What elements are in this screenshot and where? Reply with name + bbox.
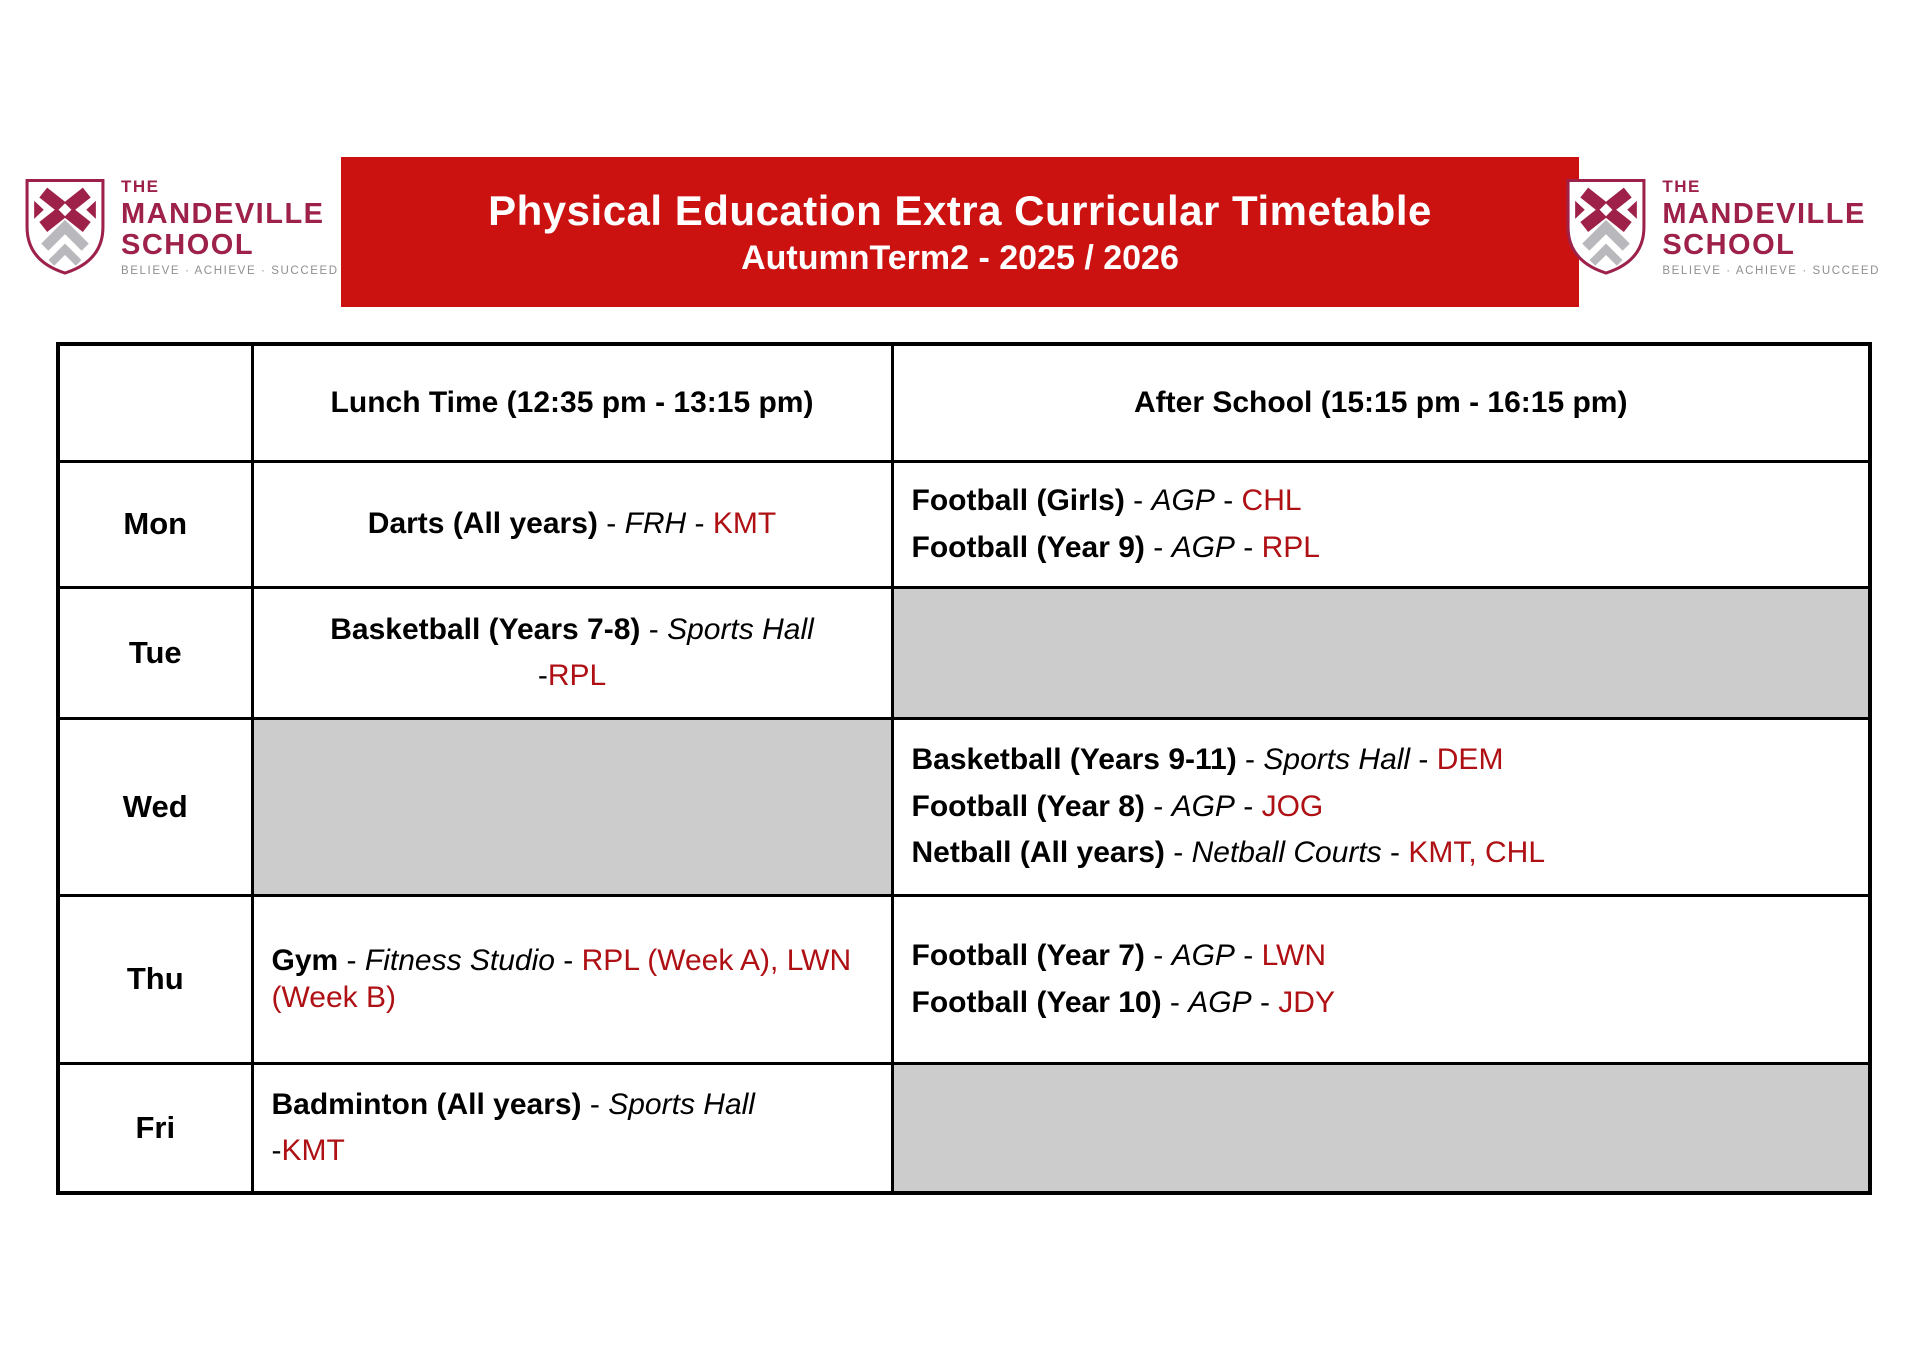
activity-entry: Netball (All years) - Netball Courts - K…	[911, 836, 1546, 870]
day-label: Tue	[56, 585, 254, 720]
title-banner: Physical Education Extra Curricular Time…	[341, 157, 1579, 307]
school-crest-icon	[1566, 178, 1646, 275]
logo-name-line1: MANDEVILLE	[1662, 198, 1866, 231]
timetable-row-wed: Wed Basketball (Years 9-11) - Sports Hall…	[56, 716, 1872, 897]
activity-entry: Football (Girls) - AGP - CHL	[911, 484, 1302, 517]
header-day-blank	[56, 342, 254, 463]
lunch-cell	[250, 716, 894, 897]
school-logo-text: THE MANDEVILLE SCHOOL BELIEVE · ACHIEVE …	[121, 177, 339, 276]
after-school-cell: Football (Year 7) - AGP - LWN Football (Y…	[890, 893, 1872, 1065]
day-label: Fri	[56, 1061, 254, 1195]
page-header: THE MANDEVILLE SCHOOL BELIEVE · ACHIEVE …	[0, 0, 1920, 330]
after-school-cell: Football (Girls) - AGP - CHL Football (Ye…	[890, 459, 1872, 589]
activity-entry: Basketball (Years 9-11) - Sports Hall - …	[911, 743, 1504, 777]
timetable-row-thu: Thu Gym - Fitness Studio - RPL (Week A), …	[56, 893, 1872, 1065]
logo-the: THE	[1662, 177, 1701, 197]
day-label: Wed	[56, 716, 254, 897]
header-lunch-time: Lunch Time (12:35 pm - 13:15 pm)	[250, 342, 894, 463]
timetable-row-mon: Mon Darts (All years) - FRH - KMT Football…	[56, 459, 1872, 589]
timetable-row-tue: Tue Basketball (Years 7-8) - Sports Hall -…	[56, 585, 1872, 720]
page-subtitle: AutumnTerm2 - 2025 / 2026	[741, 238, 1179, 277]
after-school-cell	[890, 585, 1872, 720]
activity-entry: Gym - Fitness Studio - RPL (Week A), LWN…	[271, 943, 852, 1015]
activity-entry: Basketball (Years 7-8) - Sports Hall	[330, 612, 814, 646]
school-logo-right: THE MANDEVILLE SCHOOL BELIEVE · ACHIEVE …	[1563, 176, 1880, 278]
logo-the: THE	[121, 177, 160, 197]
day-label: Mon	[56, 459, 254, 589]
lunch-cell: Badminton (All years) - Sports Hall -KMT	[250, 1061, 894, 1195]
logo-name-line1: MANDEVILLE	[121, 198, 325, 231]
activity-entry: Darts (All years) - FRH - KMT	[367, 507, 777, 541]
logo-tagline: BELIEVE · ACHIEVE · SUCCEED	[121, 264, 339, 277]
school-crest-icon	[25, 178, 105, 275]
activity-entry: -RPL	[537, 659, 607, 692]
header-after-school: After School (15:15 pm - 16:15 pm)	[890, 342, 1872, 463]
activity-entry: Badminton (All years) - Sports Hall	[271, 1087, 755, 1121]
day-label: Thu	[56, 893, 254, 1065]
timetable-row-fri: Fri Badminton (All years) - Sports Hall -K…	[56, 1061, 1872, 1195]
activity-entry: Football (Year 10) - AGP - JDY	[911, 985, 1335, 1019]
activity-entry: Football (Year 7) - AGP - LWN	[911, 939, 1327, 972]
activity-entry: -KMT	[271, 1134, 345, 1168]
timetable-header-row: Lunch Time (12:35 pm - 13:15 pm) After S…	[56, 342, 1872, 463]
logo-name-line2: SCHOOL	[1662, 228, 1796, 261]
page-title: Physical Education Extra Curricular Time…	[488, 186, 1432, 234]
timetable: Lunch Time (12:35 pm - 13:15 pm) After S…	[56, 342, 1872, 1195]
lunch-cell: Darts (All years) - FRH - KMT	[250, 459, 894, 589]
logo-tagline: BELIEVE · ACHIEVE · SUCCEED	[1662, 264, 1880, 277]
after-school-cell	[890, 1061, 1872, 1195]
school-logo-text: THE MANDEVILLE SCHOOL BELIEVE · ACHIEVE …	[1662, 177, 1880, 276]
logo-name-line2: SCHOOL	[121, 228, 255, 261]
school-logo-left: THE MANDEVILLE SCHOOL BELIEVE · ACHIEVE …	[22, 176, 339, 278]
activity-entry: Football (Year 8) - AGP - JOG	[911, 789, 1324, 823]
lunch-cell: Gym - Fitness Studio - RPL (Week A), LWN…	[250, 893, 894, 1065]
lunch-cell: Basketball (Years 7-8) - Sports Hall -RPL	[250, 585, 894, 720]
after-school-cell: Basketball (Years 9-11) - Sports Hall - …	[890, 716, 1872, 897]
activity-entry: Football (Year 9) - AGP - RPL	[911, 530, 1320, 564]
